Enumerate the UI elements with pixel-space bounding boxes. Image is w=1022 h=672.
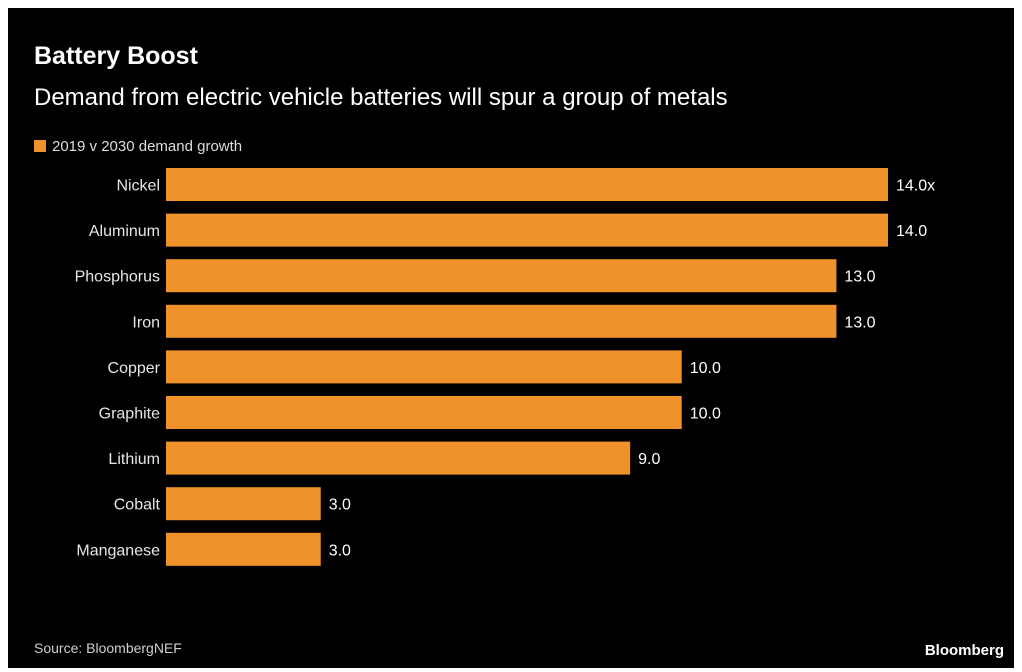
category-label-manganese: Manganese <box>76 542 160 559</box>
legend-swatch <box>34 140 46 152</box>
value-label-cobalt: 3.0 <box>329 497 351 514</box>
category-label-copper: Copper <box>108 360 161 377</box>
value-label-iron: 13.0 <box>844 314 875 331</box>
legend: 2019 v 2030 demand growth <box>34 136 242 156</box>
category-label-iron: Iron <box>132 314 160 331</box>
value-label-nickel: 14.0x <box>896 178 935 195</box>
chart-title: Battery Boost <box>34 42 198 70</box>
value-label-manganese: 3.0 <box>329 542 351 559</box>
chart-subtitle: Demand from electric vehicle batteries w… <box>34 84 728 111</box>
category-label-cobalt: Cobalt <box>114 497 161 514</box>
value-label-lithium: 9.0 <box>638 451 660 468</box>
bar-aluminum <box>166 213 888 247</box>
source-note: Source: BloombergNEF <box>34 640 182 656</box>
legend-label: 2019 v 2030 demand growth <box>52 137 243 155</box>
value-label-phosphorus: 13.0 <box>844 269 875 286</box>
bar-graphite <box>166 396 682 429</box>
category-label-phosphorus: Phosphorus <box>75 269 160 286</box>
bar-chart: Nickel 14.0x Aluminum 14.0 Phosphorus 13.0 Iro… <box>75 168 935 566</box>
category-label-lithium: Lithium <box>108 451 160 468</box>
category-label-graphite: Graphite <box>99 406 160 423</box>
bar-cobalt <box>166 487 321 521</box>
bar-nickel <box>166 168 888 201</box>
bar-iron <box>166 304 837 338</box>
bar-manganese <box>166 532 321 566</box>
value-label-copper: 10.0 <box>690 360 721 377</box>
category-label-aluminum: Aluminum <box>89 223 160 240</box>
bar-lithium <box>166 441 631 475</box>
chart-frame: Battery Boost Demand from electric vehic… <box>8 8 1014 668</box>
bar-phosphorus <box>166 259 837 293</box>
value-label-aluminum: 14.0 <box>896 223 927 240</box>
brand-logo: Bloomberg <box>924 642 1004 659</box>
category-label-nickel: Nickel <box>116 178 160 195</box>
bar-copper <box>166 350 682 384</box>
value-label-graphite: 10.0 <box>690 406 721 423</box>
